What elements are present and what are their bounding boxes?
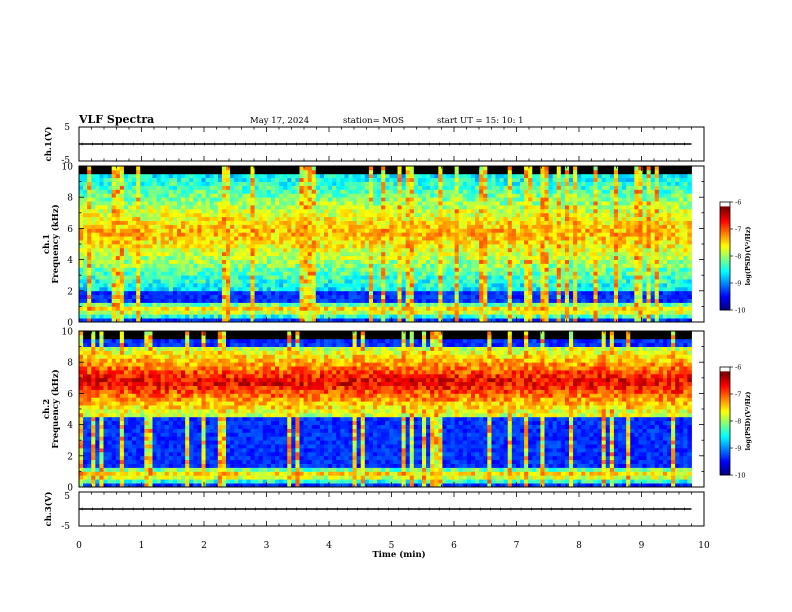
x-tick-label: 2: [201, 541, 207, 551]
ch2-ytick-label: 0: [67, 484, 73, 494]
colorbar-tick-label: -7: [735, 391, 741, 399]
colorbar-tick-label: -8: [735, 253, 741, 261]
figure-title: VLF Spectra: [78, 113, 154, 126]
ch1-ytick-label: 0: [67, 319, 73, 329]
ch2-colorbar-label: log(PSD)(V²/Hz): [744, 392, 752, 451]
colorbar-tick-label: -6: [735, 364, 741, 372]
x-tick-label: 1: [139, 541, 145, 551]
ch1-colorbar: log(PSD)(V²/Hz): [719, 201, 752, 311]
ch2-ytick-label: 4: [67, 421, 73, 431]
colorbar-tick-label: -10: [735, 307, 745, 315]
ch1-colorbar-label: log(PSD)(V²/Hz): [744, 227, 752, 286]
ch2-ytick-label: 6: [67, 390, 73, 400]
colorbar-tick-label: -7: [735, 226, 741, 234]
colorbar-tick-label: -9: [735, 445, 741, 453]
ch3-ytick-bottom: -5: [61, 522, 70, 532]
ch2-spectrogram-ylabel-top: ch.2: [42, 399, 52, 419]
ch2-ytick-label: 10: [62, 328, 74, 338]
ch1-ytick-bottom: -5: [61, 156, 70, 166]
x-tick-label: 6: [451, 541, 457, 551]
ch1-ytick-label: 6: [67, 225, 73, 235]
date-label: May 17, 2024: [250, 116, 309, 126]
x-tick-label: 0: [76, 541, 82, 551]
ch2-colorbar: log(PSD)(V²/Hz): [719, 366, 752, 476]
ch1-spectrogram-ylabel: Frequency (kHz): [50, 204, 61, 283]
x-tick-label: 7: [514, 541, 520, 551]
x-tick-label: 8: [576, 541, 582, 551]
colorbar-tick-label: -9: [735, 280, 741, 288]
ch2-ytick-label: 8: [67, 359, 73, 369]
ch1-ytick-label: 4: [67, 256, 73, 266]
start-time-label: start UT = 15: 10: 1: [437, 116, 524, 126]
ch1-spectrogram-ylabel-top: ch.1: [42, 234, 52, 254]
ch3-waveform-ylabel: ch.3(V): [43, 492, 54, 527]
ch1-spectrogram-panel: [78, 165, 705, 323]
colorbar-tick-label: -6: [735, 199, 741, 207]
station-label: station= MOS: [343, 116, 404, 126]
x-tick-label: 9: [639, 541, 645, 551]
x-tick-label: 3: [264, 541, 270, 551]
ch1-ytick-label: 8: [67, 194, 73, 204]
ch2-ytick-label: 2: [67, 452, 73, 462]
ch1-ytick-label: 10: [62, 163, 74, 173]
x-tick-label: 10: [698, 541, 710, 551]
ch3-ytick-top: 5: [64, 492, 70, 502]
colorbar-tick-label: -8: [735, 418, 741, 426]
x-tick-label: 5: [389, 541, 395, 551]
ch1-ytick-top: 5: [64, 123, 70, 133]
colorbar-tick-label: -10: [735, 472, 745, 480]
x-axis-label: Time (min): [372, 549, 425, 560]
ch1-waveform-ylabel: ch.1(V): [43, 127, 54, 162]
ch2-spectrogram-panel: [78, 330, 705, 488]
ch2-spectrogram-ylabel: Frequency (kHz): [50, 369, 61, 448]
x-tick-label: 4: [326, 541, 332, 551]
ch1-ytick-label: 2: [67, 287, 73, 297]
